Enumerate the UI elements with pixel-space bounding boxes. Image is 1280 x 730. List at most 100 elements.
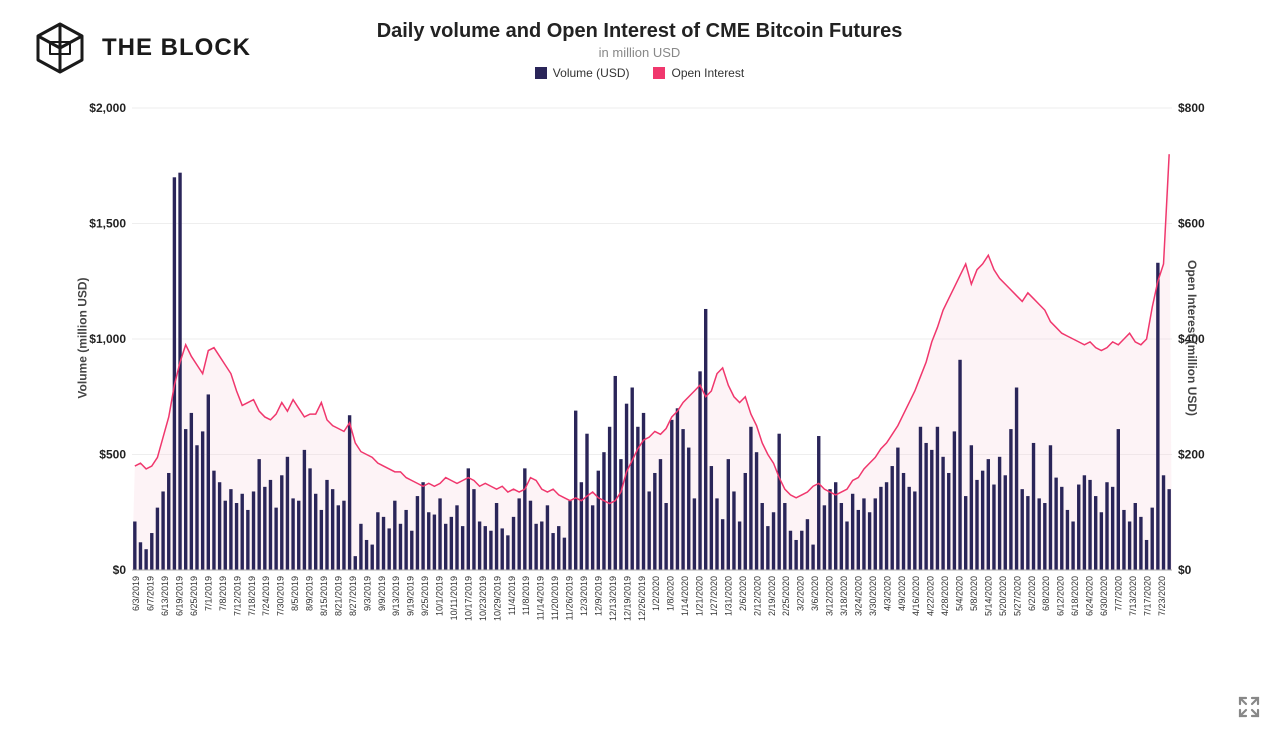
volume-bar: [1037, 498, 1040, 570]
x-tick-label: 1/21/2020: [695, 576, 705, 616]
volume-bar: [252, 491, 255, 570]
volume-bar: [947, 473, 950, 570]
volume-bar: [738, 521, 741, 570]
volume-bar: [614, 376, 617, 570]
volume-bar: [907, 487, 910, 570]
legend-label-volume: Volume (USD): [553, 66, 630, 80]
chart-title: Daily volume and Open Interest of CME Bi…: [31, 20, 1248, 43]
volume-bar: [710, 466, 713, 570]
volume-bar: [777, 434, 780, 570]
volume-bar: [529, 501, 532, 570]
volume-bar: [1088, 480, 1091, 570]
x-tick-label: 7/23/2020: [1157, 576, 1167, 616]
header: THE BLOCK Daily volume and Open Interest…: [0, 0, 1280, 88]
volume-bar: [444, 524, 447, 570]
volume-bar: [540, 521, 543, 570]
chart-subtitle: in million USD: [31, 45, 1248, 60]
volume-bar: [257, 459, 260, 570]
volume-bar: [382, 517, 385, 570]
x-tick-label: 6/30/2020: [1099, 576, 1109, 616]
volume-bar: [455, 505, 458, 570]
volume-bar: [342, 501, 345, 570]
volume-bar: [438, 498, 441, 570]
volume-bar: [715, 498, 718, 570]
legend-item-volume: Volume (USD): [535, 66, 630, 80]
volume-bar: [387, 528, 390, 570]
volume-bar: [987, 459, 990, 570]
volume-bar: [1004, 475, 1007, 570]
volume-bar: [325, 480, 328, 570]
volume-bar: [331, 489, 334, 570]
volume-bar: [936, 427, 939, 570]
volume-bar: [1071, 521, 1074, 570]
volume-bar: [224, 501, 227, 570]
volume-bar: [478, 521, 481, 570]
x-tick-label: 10/23/2019: [478, 576, 488, 621]
volume-bar: [585, 434, 588, 570]
volume-bar: [1015, 388, 1018, 570]
x-tick-label: 12/13/2019: [608, 576, 618, 621]
volume-bar: [1049, 445, 1052, 570]
x-tick-label: 7/12/2019: [232, 576, 242, 616]
x-tick-label: 12/3/2019: [579, 576, 589, 616]
volume-bar: [229, 489, 232, 570]
x-tick-label: 7/8/2019: [218, 576, 228, 611]
volume-bar: [749, 427, 752, 570]
volume-bar: [551, 533, 554, 570]
volume-bar: [647, 491, 650, 570]
volume-bar: [359, 524, 362, 570]
volume-bar: [828, 489, 831, 570]
volume-bar: [1094, 496, 1097, 570]
x-tick-label: 11/4/2019: [507, 576, 517, 615]
x-tick-label: 9/9/2019: [377, 576, 387, 611]
volume-bar: [1032, 443, 1035, 570]
x-tick-label: 5/8/2020: [969, 576, 979, 611]
volume-bar: [139, 542, 142, 570]
volume-bar: [308, 468, 311, 570]
x-tick-label: 4/16/2020: [911, 576, 921, 616]
volume-bar: [563, 538, 566, 570]
x-tick-label: 7/1/2019: [203, 576, 213, 611]
y-left-tick: $1,000: [89, 332, 126, 346]
x-tick-label: 8/9/2019: [305, 576, 315, 611]
volume-bar: [144, 549, 147, 570]
volume-bar: [919, 427, 922, 570]
volume-bar: [862, 498, 865, 570]
volume-bar: [523, 468, 526, 570]
x-tick-label: 1/2/2020: [651, 576, 661, 611]
volume-bar: [1060, 487, 1063, 570]
volume-bar: [845, 521, 848, 570]
volume-bar: [1105, 482, 1108, 570]
x-tick-label: 7/13/2020: [1128, 576, 1138, 616]
volume-bar: [670, 420, 673, 570]
volume-bar: [766, 526, 769, 570]
volume-bar: [625, 404, 628, 570]
y-left-tick: $2,000: [89, 101, 126, 115]
volume-bar: [1151, 508, 1154, 570]
volume-bar: [631, 388, 634, 570]
x-tick-label: 10/11/2019: [449, 576, 459, 620]
volume-bar: [484, 526, 487, 570]
x-tick-label: 3/24/2020: [853, 576, 863, 616]
y-left-axis-label: Volume (million USD): [76, 277, 90, 398]
y-left-tick: $0: [113, 563, 127, 577]
volume-bar: [597, 471, 600, 570]
volume-bar: [721, 519, 724, 570]
expand-icon[interactable]: [1238, 696, 1260, 718]
x-tick-label: 7/24/2019: [261, 576, 271, 616]
volume-bar: [823, 505, 826, 570]
volume-bar: [794, 540, 797, 570]
x-tick-label: 10/17/2019: [463, 576, 473, 621]
volume-bar: [354, 556, 357, 570]
x-tick-label: 3/12/2020: [825, 576, 835, 616]
volume-bar: [975, 480, 978, 570]
volume-bar: [472, 489, 475, 570]
x-tick-label: 6/8/2020: [1041, 576, 1051, 611]
volume-bar: [1043, 503, 1046, 570]
volume-bar: [693, 498, 696, 570]
volume-bar: [1156, 263, 1159, 570]
x-tick-label: 3/30/2020: [868, 576, 878, 616]
volume-bar: [902, 473, 905, 570]
volume-bar: [416, 496, 419, 570]
volume-bar: [891, 466, 894, 570]
